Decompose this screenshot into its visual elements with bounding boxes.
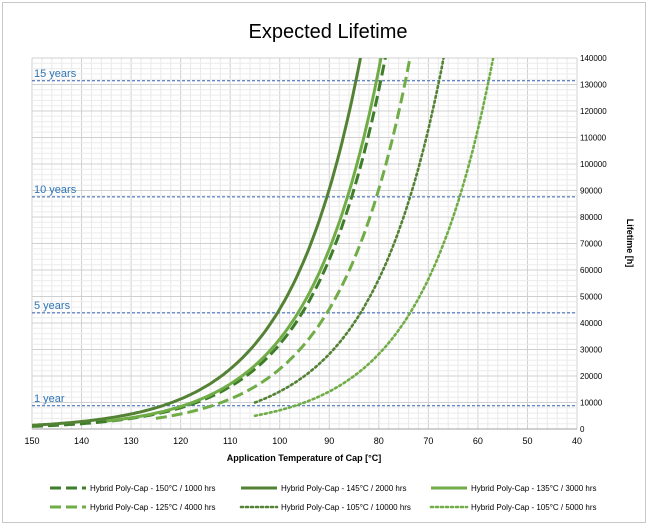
grid	[31, 57, 578, 430]
y-tick-label: 80000	[580, 213, 603, 222]
y-tick-label: 20000	[580, 372, 603, 381]
x-axis-label: Application Temperature of Cap [°C]	[227, 453, 381, 463]
reference-label: 5 years	[34, 300, 71, 312]
y-tick-label: 110000	[580, 134, 607, 143]
y-tick-label: 40000	[580, 319, 603, 328]
y-tick-label: 130000	[580, 81, 607, 90]
x-tick-label: 60	[473, 436, 483, 446]
legend-label: Hybrid Poly-Cap - 150°C / 1000 hrs	[90, 484, 215, 493]
y-tick-label: 50000	[580, 293, 603, 302]
series-line	[253, 58, 495, 418]
x-tick-label: 130	[124, 436, 139, 446]
x-tick-label: 100	[272, 436, 287, 446]
y-tick-label: 140000	[580, 54, 607, 63]
reference-lines: 1 year 5 years 10 years 15 years	[32, 68, 577, 407]
series-line	[32, 58, 362, 427]
legend: Hybrid Poly-Cap - 150°C / 1000 hrs Hybrid…	[50, 484, 596, 512]
y-tick-label: 30000	[580, 346, 603, 355]
x-tick-label: 120	[173, 436, 188, 446]
series-lines	[32, 58, 495, 428]
y-tick-label: 90000	[580, 187, 603, 196]
y-tick-label: 100000	[580, 160, 607, 169]
legend-label: Hybrid Poly-Cap - 125°C / 4000 hrs	[90, 503, 215, 512]
reference-label: 15 years	[34, 68, 77, 80]
legend-label: Hybrid Poly-Cap - 135°C / 3000 hrs	[471, 484, 596, 493]
reference-label: 10 years	[34, 184, 77, 196]
x-tick-label: 70	[423, 436, 433, 446]
y-tick-label: 60000	[580, 266, 603, 275]
x-tick-label: 110	[223, 436, 237, 446]
y-tick-label: 0	[580, 425, 585, 434]
x-tick-label: 40	[572, 436, 582, 446]
axes: 150 140 130 120 110 100 90 80 70 60 50 40 0 10000 2000…	[24, 54, 607, 446]
x-tick-label: 150	[24, 436, 39, 446]
y-tick-label: 120000	[580, 107, 607, 116]
x-tick-label: 140	[74, 436, 89, 446]
legend-label: Hybrid Poly-Cap - 105°C / 10000 hrs	[281, 503, 411, 512]
y-axis-label: Lifetime [h]	[625, 219, 635, 268]
reference-label: 1 year	[34, 393, 65, 405]
y-tick-label: 70000	[580, 240, 603, 249]
chart-title: Expected Lifetime	[249, 21, 408, 43]
series-line	[32, 58, 387, 428]
series-line	[106, 58, 383, 423]
series-line	[155, 58, 412, 420]
legend-label: Hybrid Poly-Cap - 145°C / 2000 hrs	[281, 484, 406, 493]
x-tick-label: 90	[324, 436, 334, 446]
legend-label: Hybrid Poly-Cap - 105°C / 5000 hrs	[471, 503, 596, 512]
y-tick-label: 10000	[580, 399, 603, 408]
series-line	[253, 58, 445, 404]
x-tick-label: 50	[522, 436, 532, 446]
x-tick-label: 80	[374, 436, 384, 446]
